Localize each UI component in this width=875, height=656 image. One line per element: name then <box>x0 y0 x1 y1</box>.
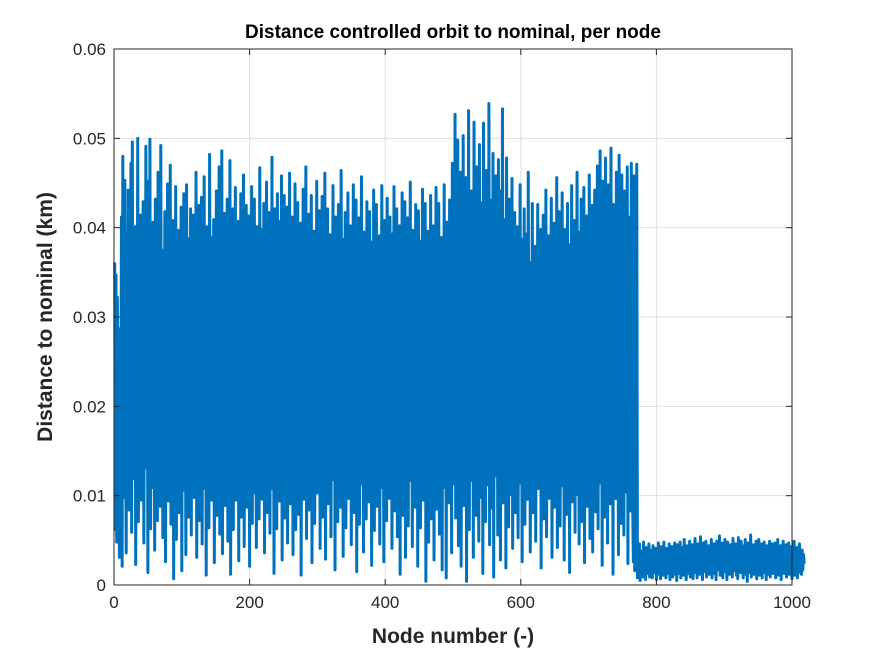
y-tick-labels: 0 0.01 0.02 0.03 0.04 0.05 0.06 <box>73 40 106 595</box>
x-tick-label: 200 <box>235 593 263 612</box>
series-line <box>113 101 806 583</box>
x-tick-label: 400 <box>371 593 399 612</box>
y-tick-label: 0.04 <box>73 219 106 238</box>
y-tick-label: 0.02 <box>73 397 106 416</box>
x-axis-label: Node number (-) <box>372 625 534 648</box>
y-axis-label: Distance to nominal (km) <box>34 192 57 442</box>
y-tick-label: 0.01 <box>73 487 106 506</box>
y-tick-label: 0 <box>97 576 106 595</box>
chart-title: Distance controlled orbit to nominal, pe… <box>245 22 661 43</box>
x-tick-labels: 0 200 400 600 800 1000 <box>109 593 811 612</box>
y-tick-label: 0.03 <box>73 308 106 327</box>
x-tick-label: 600 <box>507 593 535 612</box>
axis-ticks <box>113 48 793 586</box>
x-tick-label: 800 <box>642 593 670 612</box>
y-tick-label: 0.06 <box>73 40 106 59</box>
y-tick-label: 0.05 <box>73 129 106 148</box>
x-tick-label: 1000 <box>773 593 811 612</box>
x-tick-label: 0 <box>109 593 118 612</box>
